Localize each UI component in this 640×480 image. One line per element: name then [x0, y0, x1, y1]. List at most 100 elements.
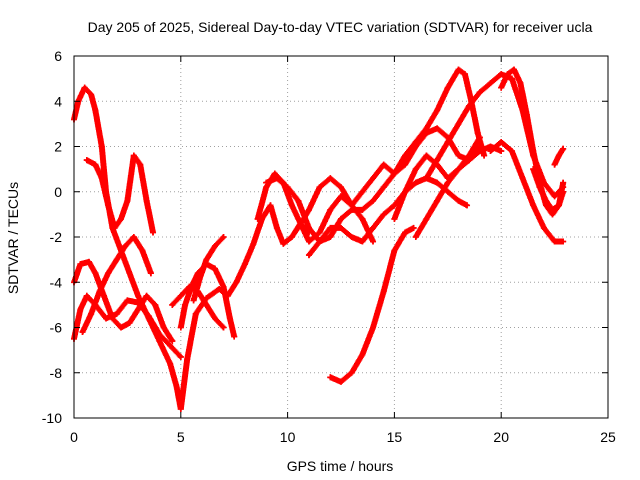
data-point — [167, 342, 174, 349]
data-point — [92, 161, 99, 168]
x-tick-label: 15 — [387, 429, 403, 445]
data-point — [88, 310, 95, 317]
data-point — [551, 193, 558, 200]
data-point — [560, 145, 567, 152]
data-point — [233, 279, 240, 286]
data-point — [156, 331, 163, 338]
data-point — [254, 215, 261, 222]
data-point — [327, 374, 334, 381]
data-point — [444, 138, 451, 145]
data-point — [271, 170, 278, 177]
data-point — [348, 202, 355, 209]
data-point — [455, 197, 462, 204]
data-point — [186, 283, 193, 290]
data-point — [117, 215, 124, 222]
data-point — [410, 224, 417, 231]
data-point — [105, 202, 112, 209]
data-point — [551, 161, 558, 168]
y-tick-label: 2 — [54, 139, 62, 155]
data-point — [203, 256, 210, 263]
data-point — [137, 161, 144, 168]
data-point — [211, 243, 218, 250]
series-sat-p — [423, 71, 567, 200]
data-point — [338, 215, 344, 222]
data-point — [211, 265, 218, 272]
data-point — [156, 338, 163, 345]
data-point — [88, 91, 95, 98]
data-point — [130, 152, 137, 159]
data-point — [498, 84, 505, 91]
data-point — [130, 234, 137, 240]
data-point — [391, 247, 398, 254]
data-point — [444, 188, 451, 195]
data-point — [143, 292, 150, 299]
data-point — [147, 270, 154, 277]
data-point — [184, 356, 191, 363]
data-point — [359, 215, 366, 222]
data-point — [423, 175, 430, 182]
data-point — [250, 240, 257, 247]
data-point — [288, 234, 295, 240]
data-point — [280, 240, 287, 247]
data-point — [370, 175, 377, 182]
data-point — [117, 324, 124, 331]
data-point — [498, 148, 505, 155]
data-point — [273, 224, 280, 231]
data-point — [126, 270, 133, 277]
series-sat-q — [487, 138, 567, 245]
series-sat-g — [169, 283, 227, 331]
x-tick-label: 20 — [493, 429, 509, 445]
data-point — [536, 184, 543, 191]
data-point — [555, 202, 562, 209]
data-point — [182, 301, 189, 308]
data-point — [402, 152, 409, 159]
data-point — [530, 166, 537, 173]
data-point — [77, 261, 84, 268]
data-point — [83, 292, 90, 299]
data-point — [530, 148, 537, 155]
data-point — [543, 197, 550, 204]
data-point — [177, 353, 184, 360]
data-point — [305, 238, 312, 245]
data-point — [100, 292, 107, 299]
data-point — [98, 175, 105, 182]
data-point — [241, 261, 248, 268]
data-point — [551, 238, 558, 245]
data-point — [192, 310, 199, 317]
data-point — [98, 143, 105, 150]
data-point — [150, 229, 157, 236]
data-point — [143, 197, 150, 204]
y-tick-label: -8 — [50, 365, 63, 381]
x-tick-label: 0 — [70, 429, 78, 445]
data-point — [402, 229, 409, 236]
data-point — [455, 166, 462, 173]
data-point — [560, 238, 567, 245]
y-tick-label: 6 — [54, 48, 62, 64]
data-point — [455, 66, 462, 73]
data-point — [267, 202, 274, 209]
data-point — [220, 234, 227, 240]
data-point — [348, 234, 355, 240]
data-point — [85, 258, 92, 265]
data-point — [412, 166, 419, 173]
data-point — [316, 184, 323, 191]
data-point — [402, 161, 409, 168]
data-point — [370, 197, 377, 204]
y-axis-label: SDTVAR / TECUs — [5, 182, 21, 294]
data-point — [481, 152, 488, 159]
data-point — [476, 143, 483, 150]
data-point — [338, 378, 344, 385]
data-point — [96, 288, 103, 295]
data-point — [380, 184, 387, 191]
data-point — [380, 161, 387, 168]
data-point — [434, 107, 441, 114]
data-point — [464, 202, 471, 209]
series-sat-d — [83, 152, 157, 236]
data-point — [316, 229, 323, 236]
data-point — [327, 224, 334, 231]
data-point — [77, 306, 84, 313]
data-point — [348, 369, 355, 376]
data-point — [434, 179, 441, 186]
data-point — [423, 215, 430, 222]
data-point — [211, 315, 218, 322]
